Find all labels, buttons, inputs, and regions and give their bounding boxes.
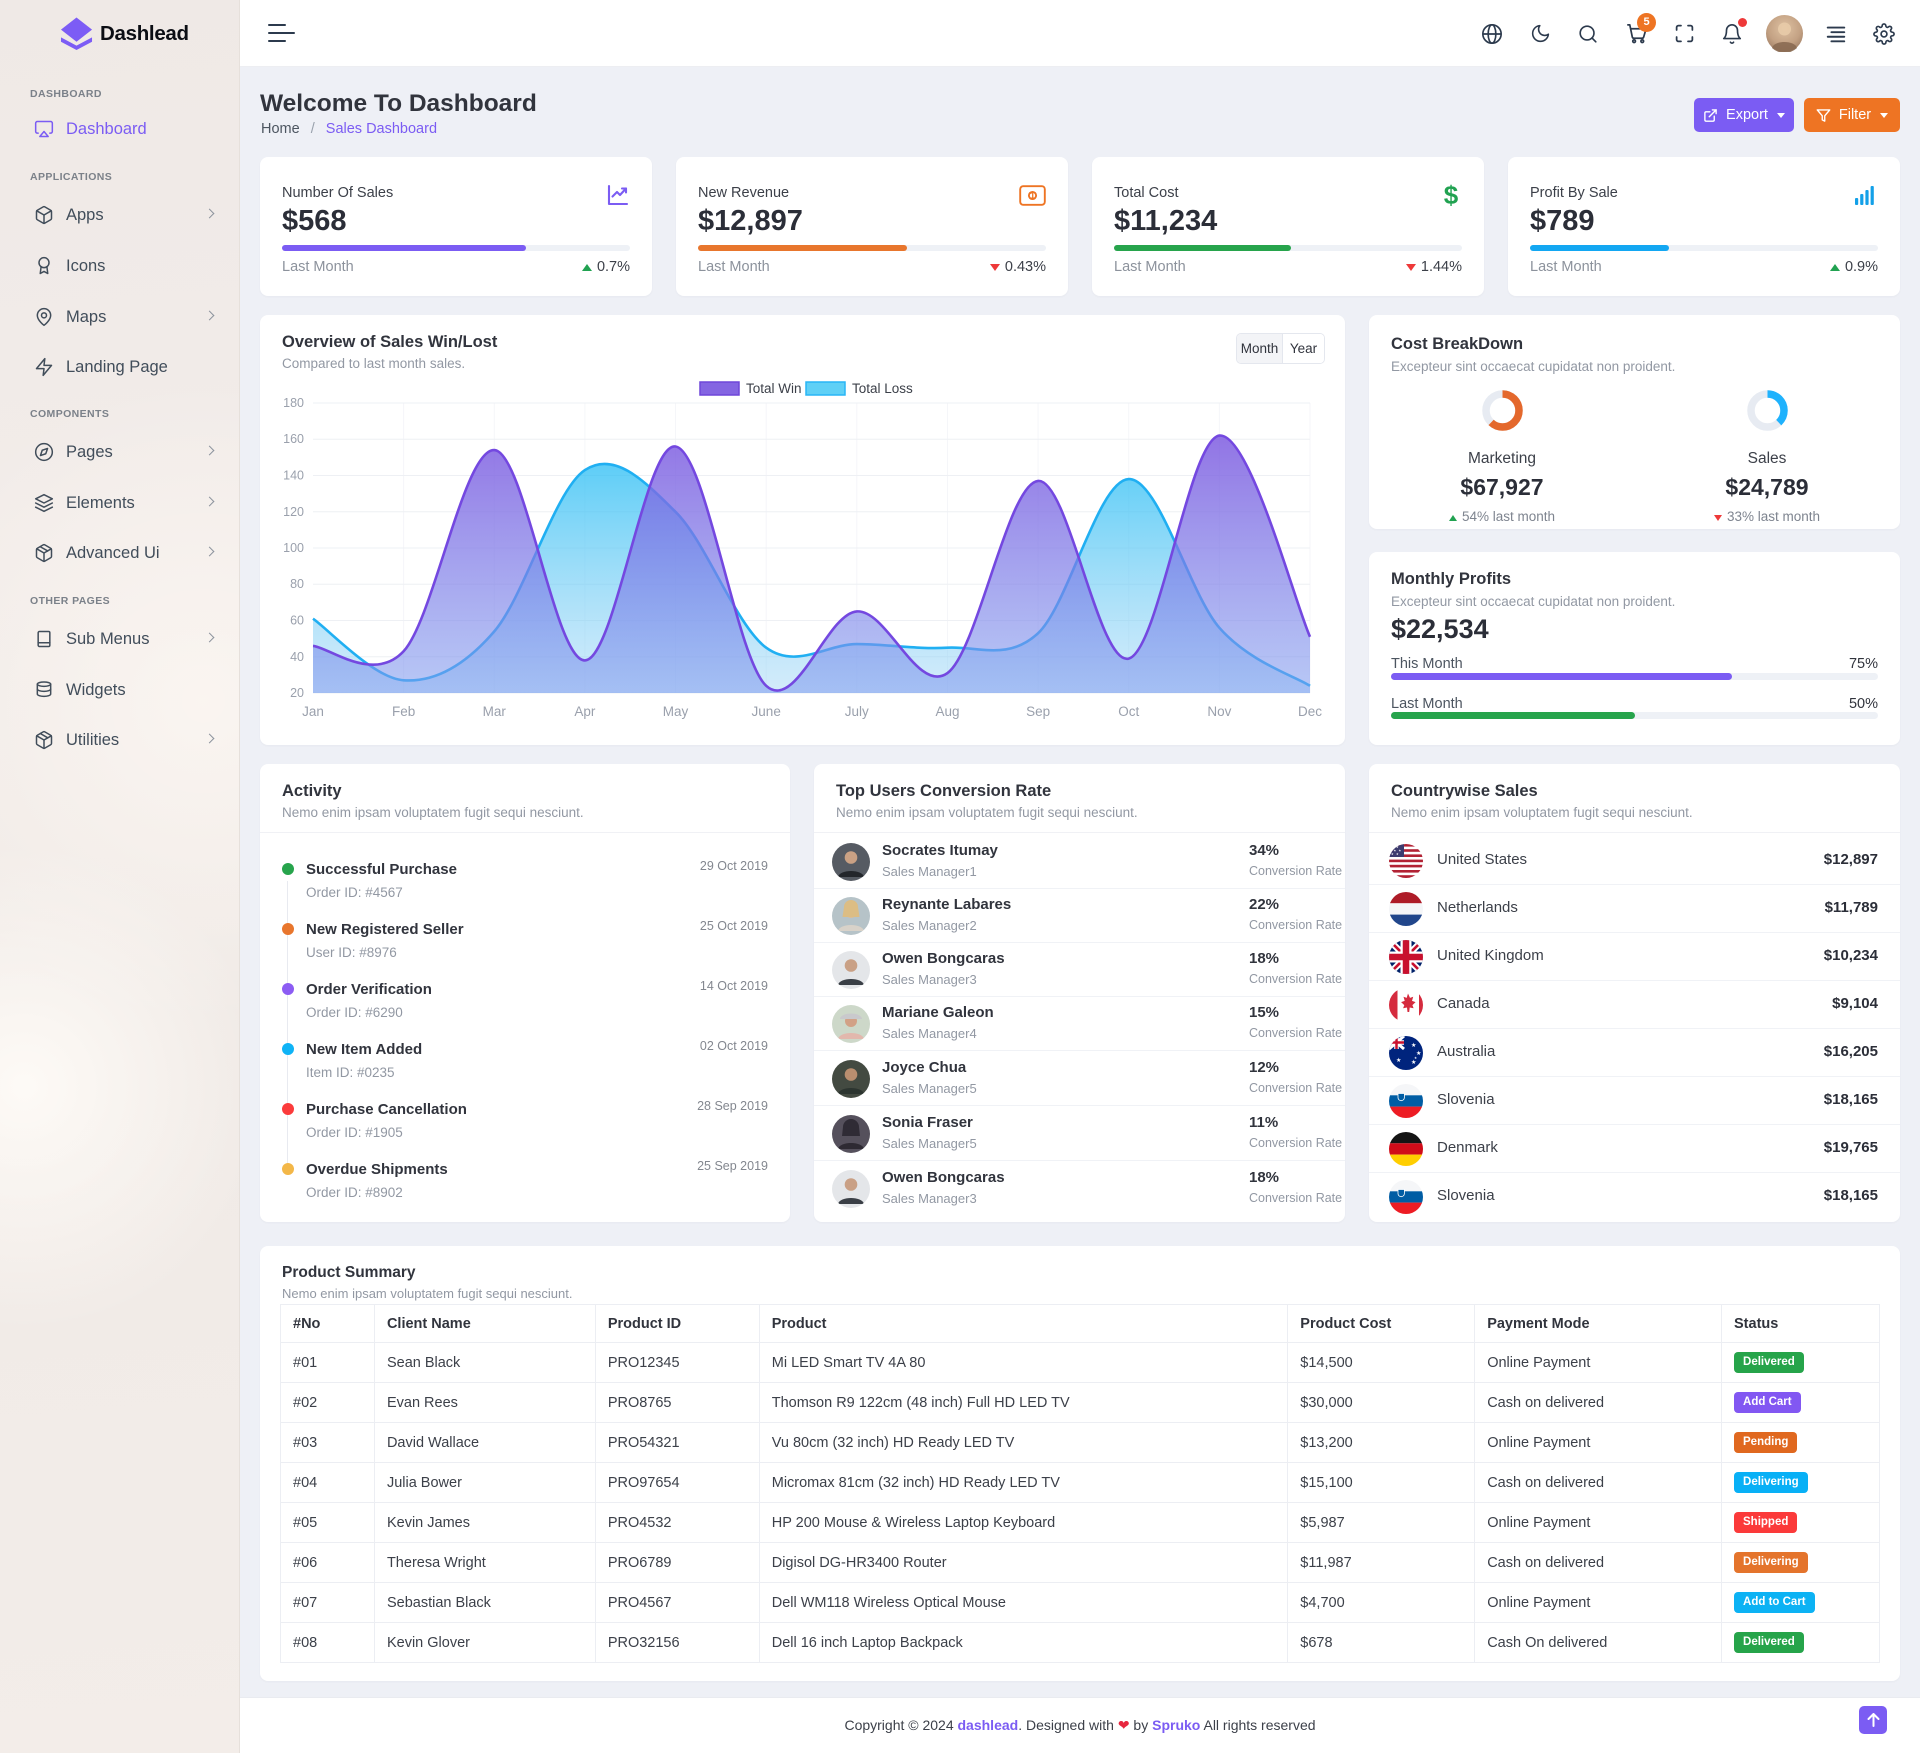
svg-text:Dec: Dec: [1298, 704, 1322, 719]
svg-text:★: ★: [1416, 1050, 1421, 1057]
svg-text:180: 180: [283, 396, 304, 410]
svg-text:★: ★: [1396, 852, 1399, 856]
svg-text:July: July: [845, 704, 869, 719]
svg-text:Jan: Jan: [302, 704, 324, 719]
svg-text:★: ★: [1414, 1056, 1417, 1060]
svg-text:Aug: Aug: [935, 704, 959, 719]
svg-text:160: 160: [283, 432, 304, 446]
svg-text:80: 80: [290, 577, 304, 591]
svg-text:May: May: [663, 704, 689, 719]
svg-text:120: 120: [283, 505, 304, 519]
svg-text:★: ★: [1411, 1059, 1416, 1066]
svg-text:140: 140: [283, 469, 304, 483]
svg-text:Feb: Feb: [392, 704, 415, 719]
svg-text:20: 20: [290, 686, 304, 700]
svg-text:$: $: [1444, 181, 1459, 209]
svg-text:100: 100: [283, 541, 304, 555]
svg-text:Apr: Apr: [574, 704, 596, 719]
svg-text:40: 40: [290, 650, 304, 664]
svg-text:★: ★: [1396, 1057, 1401, 1064]
svg-text:★: ★: [1399, 849, 1402, 853]
svg-text:Total Win: Total Win: [746, 381, 802, 396]
svg-text:Oct: Oct: [1118, 704, 1139, 719]
svg-text:60: 60: [290, 614, 304, 628]
svg-text:★: ★: [1391, 852, 1394, 856]
svg-text:June: June: [752, 704, 781, 719]
svg-text:★: ★: [1396, 845, 1399, 849]
svg-text:Sep: Sep: [1026, 704, 1050, 719]
svg-text:Nov: Nov: [1207, 704, 1231, 719]
svg-text:1: 1: [1030, 191, 1035, 201]
svg-text:★: ★: [1411, 1042, 1416, 1049]
svg-text:Total Loss: Total Loss: [852, 381, 913, 396]
svg-text:★: ★: [1394, 849, 1397, 853]
svg-text:Mar: Mar: [483, 704, 507, 719]
